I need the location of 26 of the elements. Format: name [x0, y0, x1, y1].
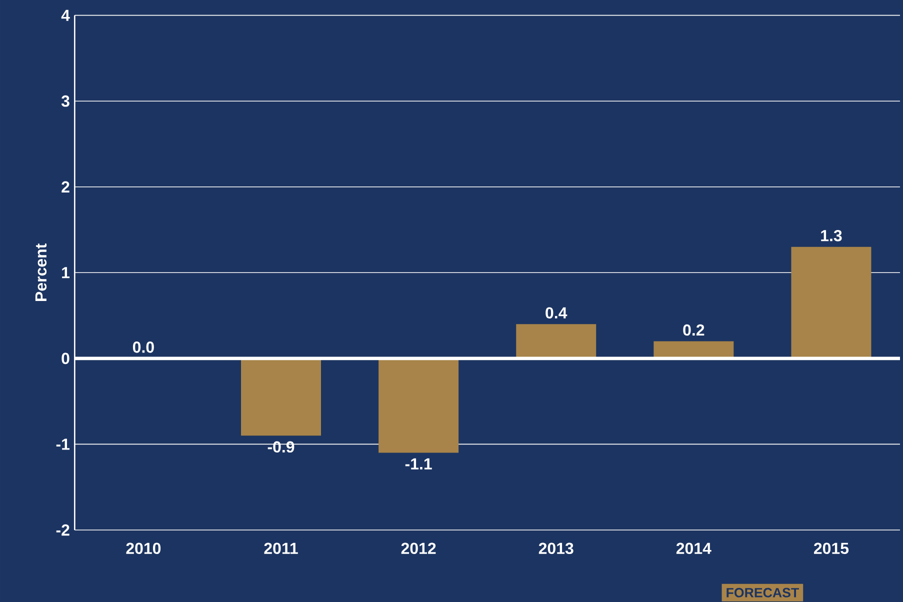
x-tick-label: 2015: [814, 542, 849, 554]
x-tick-label: 2011: [264, 542, 298, 554]
bar: [378, 358, 459, 453]
y-tick-label: -1: [56, 438, 70, 450]
x-tick-label: 2010: [126, 542, 161, 554]
y-tick-label: 0: [62, 352, 70, 364]
data-label: 0.2: [683, 324, 704, 336]
data-label: -1.1: [405, 458, 432, 470]
bar: [791, 246, 872, 358]
bar: [516, 324, 596, 358]
data-label: 1.3: [821, 230, 842, 242]
y-tick-label: 4: [61, 10, 70, 21]
y-tick-label: 3: [61, 95, 70, 107]
x-tick-label: 2013: [538, 542, 574, 554]
bar: [654, 341, 734, 358]
y-tick-label: 2: [62, 181, 70, 192]
x-tick-label: 2012: [401, 542, 436, 554]
data-label: 0.4: [546, 307, 568, 319]
bar: [241, 358, 322, 436]
y-tick-label: 1: [62, 267, 70, 278]
y-tick-label: -2: [56, 524, 70, 536]
data-label: 0.0: [132, 342, 154, 353]
data-label: -0.9: [268, 441, 294, 453]
text: FORECAST: [726, 588, 799, 598]
x-tick-label: 2014: [676, 542, 712, 554]
y-axis-title: Percent: [35, 244, 47, 301]
